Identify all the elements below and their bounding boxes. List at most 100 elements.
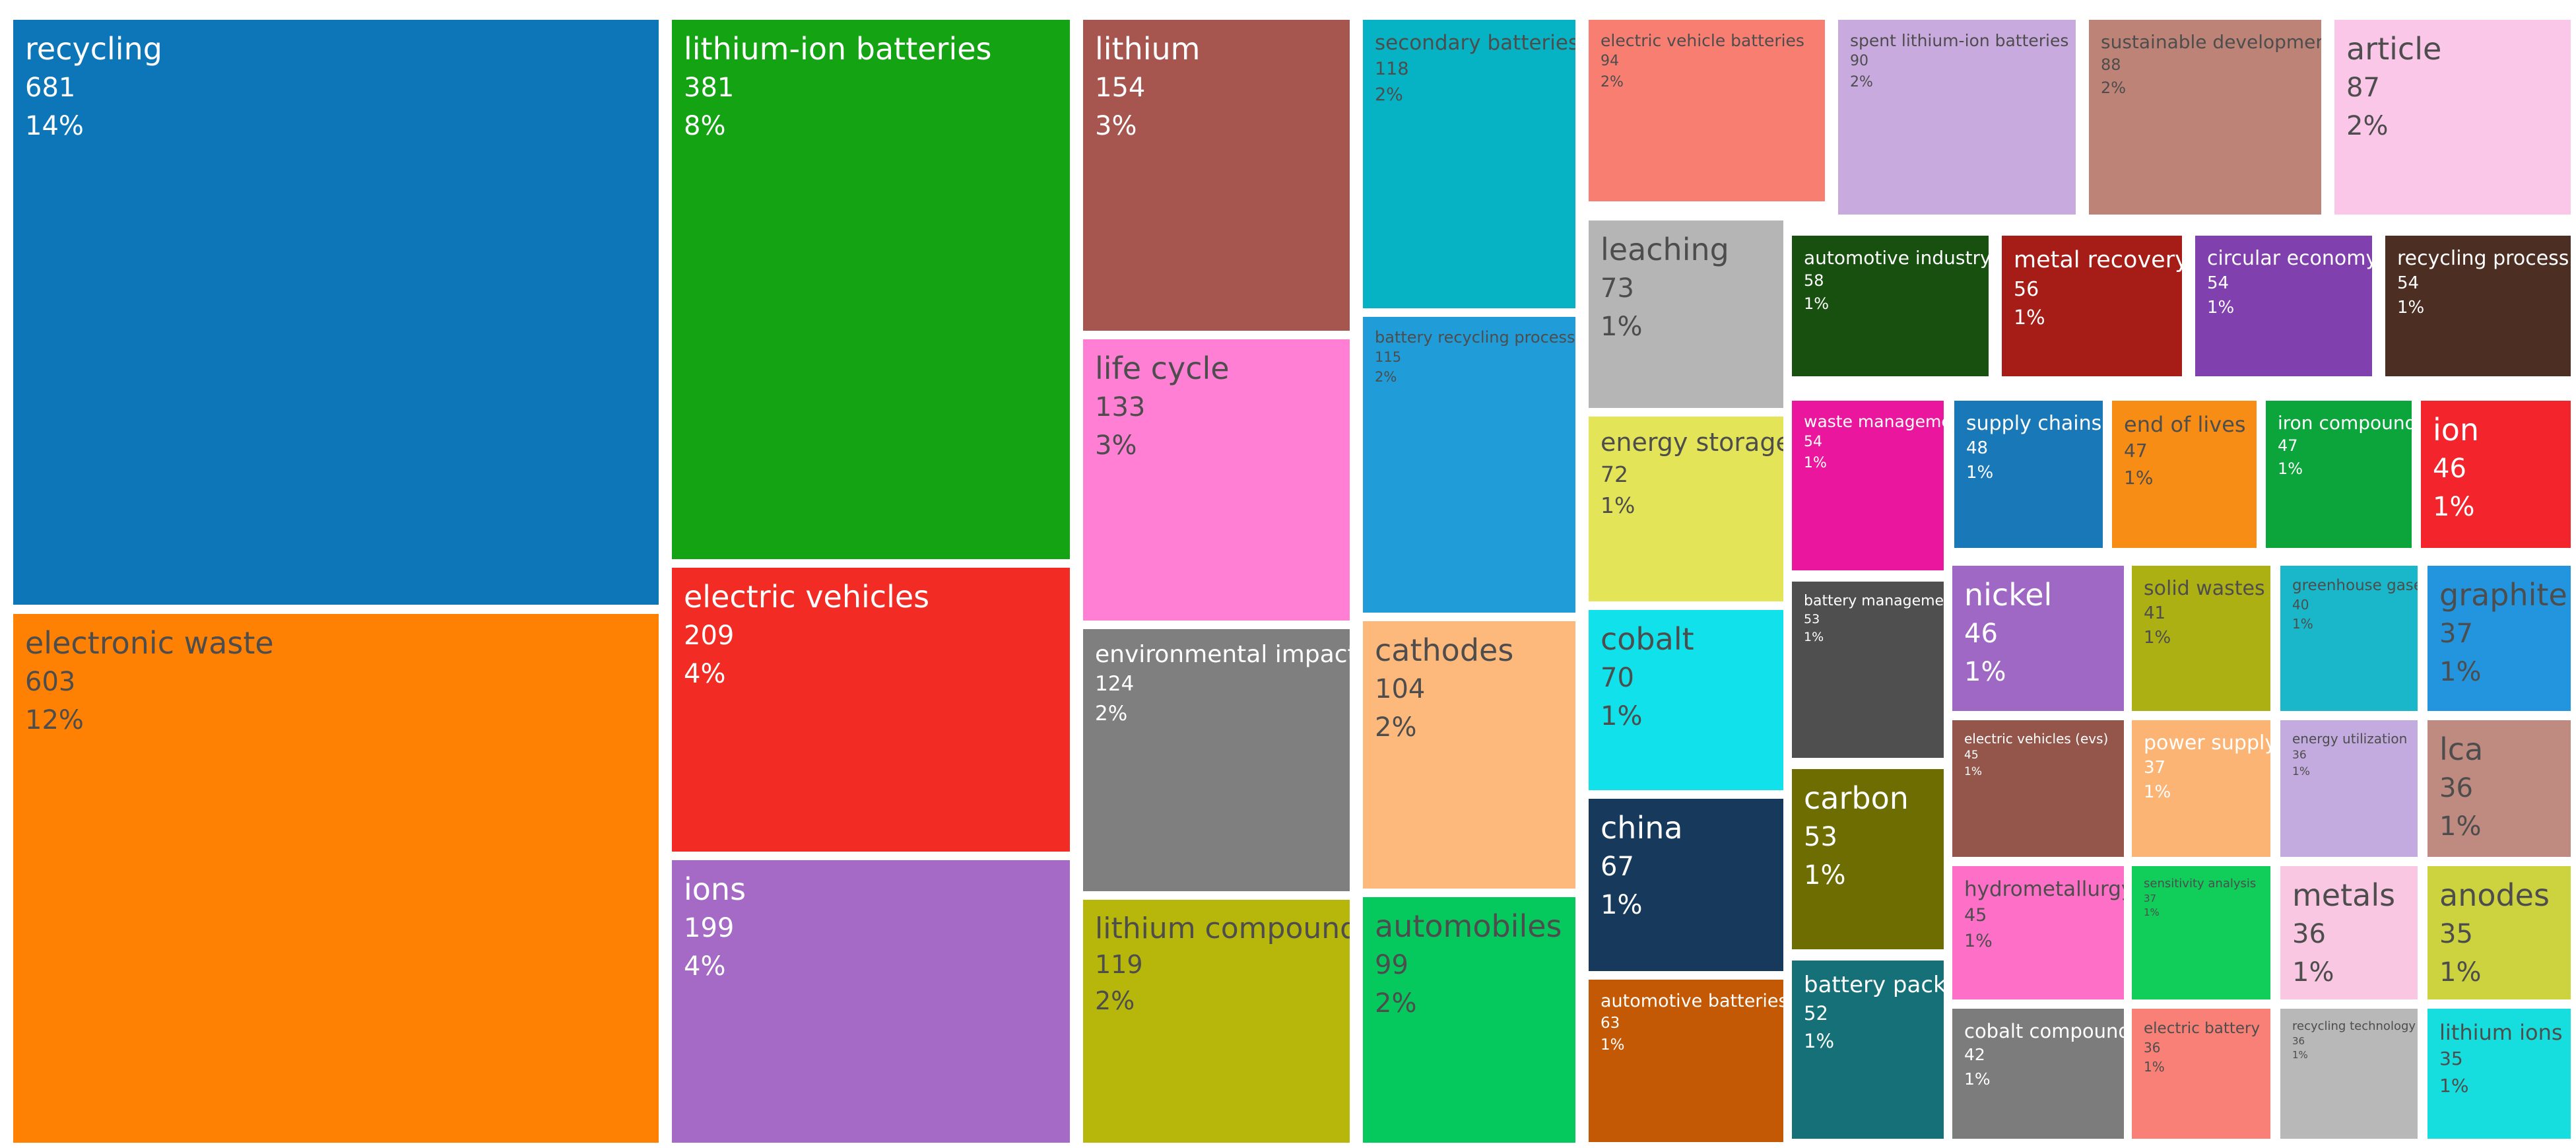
node-label: ions <box>684 871 746 907</box>
treemap-node-spent-lithium-ion-batteries[interactable]: spent lithium-ion batteries 90 2% <box>1838 20 2076 215</box>
node-value: 72 <box>1601 461 1628 487</box>
node-label: cobalt compounds <box>1964 1020 2124 1042</box>
node-percent: 1% <box>2144 628 2171 648</box>
treemap-node-automobiles[interactable]: automobiles 99 2% <box>1363 897 1575 1143</box>
node-value: 70 <box>1601 662 1634 693</box>
treemap-node-automotive-batteries[interactable]: automotive batteries 63 1% <box>1589 980 1783 1142</box>
treemap-node-recycling[interactable]: recycling 681 14% <box>13 20 659 605</box>
treemap-node-electric-battery[interactable]: electric battery 36 1% <box>2132 1009 2270 1139</box>
treemap-node-energy-storage[interactable]: energy storage 72 1% <box>1589 417 1783 601</box>
node-value: 199 <box>684 912 735 943</box>
node-value: 53 <box>1804 821 1837 852</box>
treemap-node-ion[interactable]: ion 46 1% <box>2421 401 2571 548</box>
treemap-node-automotive-industry[interactable]: automotive industry 58 1% <box>1792 236 1989 376</box>
node-label: battery management <box>1804 593 1944 609</box>
node-label: waste management <box>1804 412 1944 431</box>
node-percent: 1% <box>1804 294 1830 313</box>
treemap-node-article[interactable]: article 87 2% <box>2334 20 2571 215</box>
treemap-node-lithium-ion-batteries[interactable]: lithium-ion batteries 381 8% <box>672 20 1070 559</box>
node-percent: 1% <box>2144 1058 2165 1075</box>
treemap-node-cobalt-compounds[interactable]: cobalt compounds 42 1% <box>1952 1009 2124 1139</box>
node-label: electric vehicles (evs) <box>1964 731 2109 747</box>
treemap-node-waste-management[interactable]: waste management 54 1% <box>1792 401 1944 570</box>
node-label: end of lives <box>2124 412 2246 437</box>
treemap-node-ions[interactable]: ions 199 4% <box>672 860 1070 1143</box>
node-percent: 2% <box>1375 369 1397 386</box>
treemap-node-graphite[interactable]: graphite 37 1% <box>2427 566 2571 711</box>
node-percent: 1% <box>2144 782 2171 803</box>
node-label: electric battery <box>2144 1020 2261 1037</box>
node-percent: 1% <box>2439 1074 2469 1097</box>
node-value: 36 <box>2292 918 2326 949</box>
node-label: china <box>1601 810 1683 846</box>
node-percent: 2% <box>1375 712 1417 743</box>
node-value: 73 <box>1601 273 1634 304</box>
node-percent: 1% <box>1804 455 1827 472</box>
treemap-node-lca[interactable]: lca 36 1% <box>2427 720 2571 857</box>
node-percent: 1% <box>2439 957 2482 988</box>
treemap-node-china[interactable]: china 67 1% <box>1589 799 1783 971</box>
treemap-node-leaching[interactable]: leaching 73 1% <box>1589 220 1783 408</box>
node-label: electronic waste <box>25 625 274 661</box>
node-value: 99 <box>1375 949 1408 980</box>
node-label: circular economy <box>2207 247 2372 270</box>
treemap-node-lithium-compounds[interactable]: lithium compounds 119 2% <box>1083 900 1350 1143</box>
treemap-node-power-supply[interactable]: power supply 37 1% <box>2132 720 2270 857</box>
node-value: 40 <box>2292 596 2309 613</box>
node-percent: 1% <box>1964 1069 1991 1089</box>
treemap-node-hydrometallurgy[interactable]: hydrometallurgy 45 1% <box>1952 866 2124 999</box>
node-percent: 1% <box>2292 1049 2308 1062</box>
treemap-node-solid-wastes[interactable]: solid wastes 41 1% <box>2132 566 2270 711</box>
node-value: 133 <box>1095 391 1146 422</box>
treemap-node-electric-vehicles-evs[interactable]: electric vehicles (evs) 45 1% <box>1952 720 2124 857</box>
node-label: environmental impacts <box>1095 641 1350 668</box>
treemap-node-iron-compounds[interactable]: iron compounds 47 1% <box>2266 401 2412 548</box>
node-value: 37 <box>2144 757 2166 778</box>
treemap-node-metals[interactable]: metals 36 1% <box>2280 866 2418 999</box>
treemap-node-cathodes[interactable]: cathodes 104 2% <box>1363 621 1575 889</box>
treemap-node-life-cycle[interactable]: life cycle 133 3% <box>1083 339 1350 621</box>
node-label: energy utilization <box>2292 731 2408 747</box>
treemap-node-metal-recovery[interactable]: metal recovery 56 1% <box>2002 236 2182 376</box>
treemap-node-cobalt[interactable]: cobalt 70 1% <box>1589 610 1783 790</box>
treemap-node-electronic-waste[interactable]: electronic waste 603 12% <box>13 614 659 1143</box>
treemap-node-nickel[interactable]: nickel 46 1% <box>1952 566 2124 711</box>
treemap-node-end-of-lives[interactable]: end of lives 47 1% <box>2112 401 2257 548</box>
treemap-node-lithium-ions[interactable]: lithium ions 35 1% <box>2427 1009 2571 1139</box>
treemap-node-lithium[interactable]: lithium 154 3% <box>1083 20 1350 331</box>
treemap-node-battery-recycling-process[interactable]: battery recycling process 115 2% <box>1363 317 1575 613</box>
node-percent: 1% <box>1601 492 1635 519</box>
node-value: 115 <box>1375 349 1402 365</box>
node-value: 209 <box>684 620 735 651</box>
node-value: 603 <box>25 666 76 697</box>
node-value: 45 <box>1964 749 1979 762</box>
treemap-node-carbon[interactable]: carbon 53 1% <box>1792 769 1944 949</box>
treemap-node-energy-utilization[interactable]: energy utilization 36 1% <box>2280 720 2418 857</box>
treemap-node-battery-pack[interactable]: battery pack 52 1% <box>1792 961 1944 1139</box>
treemap-node-electric-vehicles[interactable]: electric vehicles 209 4% <box>672 568 1070 852</box>
treemap-node-recycling-process[interactable]: recycling process 54 1% <box>2385 236 2571 376</box>
node-value: 36 <box>2439 772 2473 803</box>
node-value: 56 <box>2014 277 2039 301</box>
treemap-node-greenhouse-gases[interactable]: greenhouse gases 40 1% <box>2280 566 2418 711</box>
node-label: sustainable development <box>2101 31 2321 53</box>
node-percent: 1% <box>2124 466 2154 489</box>
treemap-node-anodes[interactable]: anodes 35 1% <box>2427 866 2571 999</box>
treemap-node-circular-economy[interactable]: circular economy 54 1% <box>2195 236 2372 376</box>
node-label: electric vehicles <box>684 579 930 615</box>
node-label: metals <box>2292 877 2396 913</box>
treemap-node-secondary-batteries[interactable]: secondary batteries 118 2% <box>1363 20 1575 308</box>
node-percent: 2% <box>2346 110 2389 141</box>
treemap-node-environmental-impacts[interactable]: environmental impacts 124 2% <box>1083 629 1350 891</box>
treemap-node-battery-management[interactable]: battery management 53 1% <box>1792 582 1944 758</box>
node-percent: 1% <box>1601 889 1643 920</box>
treemap-node-recycling-technology[interactable]: recycling technology 36 1% <box>2280 1009 2418 1139</box>
node-percent: 1% <box>2207 298 2235 318</box>
treemap-node-electric-vehicle-batteries[interactable]: electric vehicle batteries 94 2% <box>1589 20 1825 201</box>
treemap-node-supply-chains[interactable]: supply chains 48 1% <box>1954 401 2103 548</box>
treemap-node-sensitivity-analysis[interactable]: sensitivity analysis 37 1% <box>2132 866 2270 999</box>
node-percent: 2% <box>2101 78 2127 97</box>
treemap-node-sustainable-development[interactable]: sustainable development 88 2% <box>2089 20 2321 215</box>
node-percent: 1% <box>1964 930 1993 951</box>
